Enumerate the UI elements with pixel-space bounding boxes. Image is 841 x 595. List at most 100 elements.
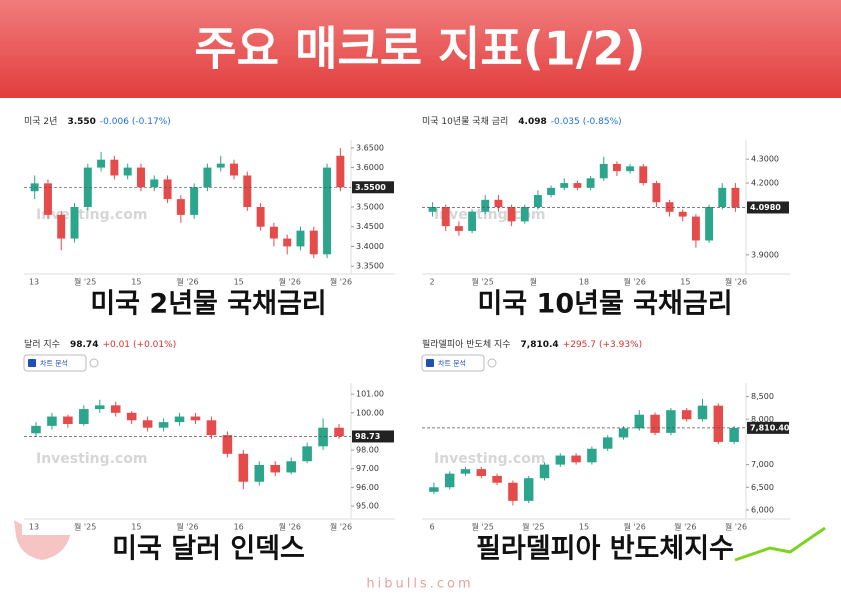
y-tick-label: 6,000 <box>751 505 774 514</box>
instrument-name: 미국 10년물 국채 금리 <box>422 116 508 127</box>
watermark: Investing.com <box>434 451 545 467</box>
candle-body <box>254 464 265 482</box>
x-tick-label: 15 <box>131 278 141 287</box>
candle-body <box>70 207 79 239</box>
candle-body <box>492 475 502 483</box>
candle-body <box>126 412 137 421</box>
change: -0.035 <box>551 117 580 127</box>
candle-body <box>150 179 159 188</box>
candle-body <box>547 187 556 196</box>
candle-body <box>718 187 727 207</box>
x-tick-label: 월 '26 <box>725 522 747 532</box>
change: +0.01 <box>102 340 130 350</box>
candle-body <box>612 163 621 172</box>
candle-body <box>110 405 121 413</box>
x-tick-label: 월 '25 <box>522 522 544 532</box>
candle-body <box>216 163 225 168</box>
x-tick-label: 2 <box>429 278 434 287</box>
candle-body <box>286 461 296 473</box>
x-tick-label: 월 '26 <box>725 277 747 287</box>
candle-body <box>269 226 278 239</box>
candle-body <box>270 464 281 473</box>
change-pct: (-0.85%) <box>583 117 622 127</box>
panel-caption: 필라델피아 반도체지수 <box>476 534 734 565</box>
y-tick-label: 3.5000 <box>356 203 384 212</box>
chart-analysis-button[interactable] <box>421 354 485 372</box>
x-tick-label: 월 '26 <box>674 522 696 532</box>
arrow-decoration <box>734 526 826 562</box>
info-icon <box>89 358 99 368</box>
candle-body <box>110 159 119 176</box>
candle-body <box>523 478 534 501</box>
panel-caption: 미국 10년물 국채금리 <box>477 289 732 320</box>
y-tick-label: 3.4000 <box>356 242 384 251</box>
candle-body <box>713 405 724 442</box>
candle-body <box>731 187 740 208</box>
last-price-label: 3.5500 <box>355 183 386 192</box>
candle-body <box>468 211 477 231</box>
candle-body <box>428 207 437 212</box>
candle-body <box>174 416 185 423</box>
last-price-label: 4.0980 <box>750 203 781 212</box>
candle-body <box>520 207 529 222</box>
panel-header: 달러 지수 98.74 +0.01 (+0.01%) <box>24 338 176 350</box>
y-tick-label: 101.00 <box>356 390 384 399</box>
candle-body <box>190 187 199 215</box>
last-price-label: 98.73 <box>355 432 380 441</box>
candle-body <box>243 175 252 207</box>
button-label: 차트 분석 <box>40 359 68 368</box>
candle-body <box>142 420 153 428</box>
x-tick-label: 15 <box>234 278 244 287</box>
candle-body <box>460 469 471 474</box>
candle-body <box>666 410 676 433</box>
instrument-name: 미국 2년 <box>24 116 57 127</box>
button-label: 차트 분석 <box>438 359 466 368</box>
panel-header: 필라델피아 반도체 지수 7,810.4 +295.7 (+3.93%) <box>422 338 642 350</box>
x-tick-label: 월 '26 <box>330 522 352 532</box>
instrument-name: 필라델피아 반도체 지수 <box>422 338 511 350</box>
price: 3.550 <box>67 117 95 127</box>
x-tick-label: 월 '26 <box>279 277 301 287</box>
chart-analysis-button[interactable] <box>23 354 87 372</box>
candle-body <box>444 473 455 488</box>
candle-body <box>681 410 692 420</box>
y-tick-label: 8,000 <box>751 415 774 424</box>
candle-body <box>650 414 660 433</box>
watermark: Investing.com <box>36 451 147 467</box>
candle-body <box>309 230 318 255</box>
x-tick-label: 13 <box>29 523 39 532</box>
y-tick-label: 6,500 <box>751 483 774 492</box>
candle-body <box>47 416 57 426</box>
y-tick-label: 7,000 <box>751 460 774 469</box>
candle-body <box>256 207 265 227</box>
candle-body <box>176 199 185 215</box>
candle-body <box>158 422 169 428</box>
x-tick-label: 월 '25 <box>74 522 96 532</box>
last-price-box <box>747 421 789 434</box>
candle-body <box>222 435 233 454</box>
watermark: Investing.com <box>434 207 545 223</box>
change-pct: (-0.17%) <box>132 117 171 127</box>
x-tick-label: 6 <box>429 523 434 532</box>
candle-body <box>481 199 490 212</box>
candle-body <box>318 427 328 447</box>
last-price-box <box>747 201 789 214</box>
header-band <box>0 0 841 98</box>
candle-body <box>586 178 595 188</box>
info-icon <box>487 358 497 368</box>
candle-body <box>573 183 582 188</box>
candle-body <box>678 211 687 217</box>
x-tick-label: 월 '26 <box>624 522 646 532</box>
x-tick-label: 월 '26 <box>176 522 198 532</box>
price: 7,810.4 <box>521 340 559 350</box>
candle-body <box>599 163 608 179</box>
panel <box>22 112 395 290</box>
candle-body <box>296 230 305 247</box>
candle-body <box>302 446 312 462</box>
candle-body <box>555 455 566 465</box>
candle-body <box>334 427 344 437</box>
candle-body <box>206 420 217 436</box>
watermark: Investing.com <box>36 207 147 223</box>
y-tick-label: 3.9000 <box>751 250 779 259</box>
